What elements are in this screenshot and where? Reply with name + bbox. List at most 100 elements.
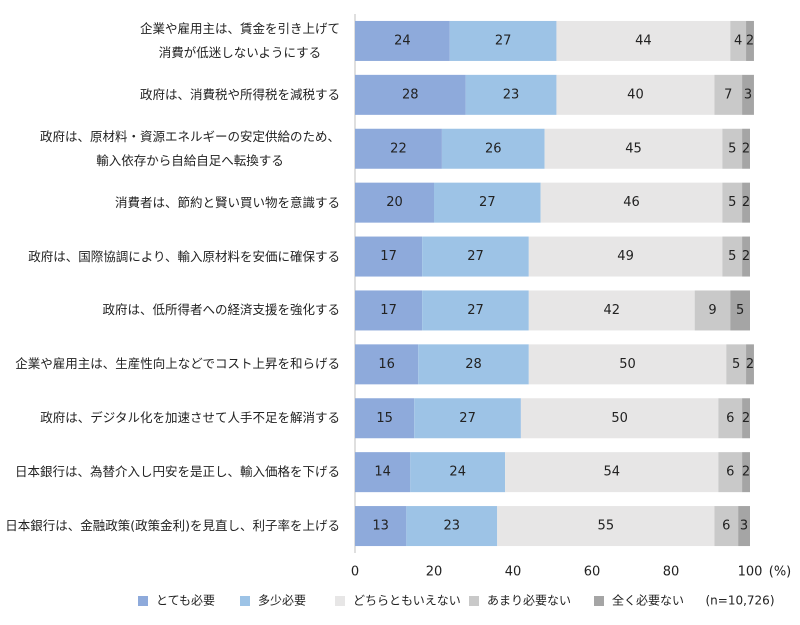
category-label: 日本銀行は、為替介入し円安を是正し、輸入価格を下げる	[14, 464, 340, 480]
category-label: 日本銀行は、金融政策(政策金利)を見直し、利子率を上げる	[5, 518, 340, 534]
bar-segment	[449, 20, 557, 61]
data-label: 15	[376, 411, 393, 426]
bar-segment	[434, 182, 541, 223]
bar-segment	[355, 128, 442, 169]
data-label: 2	[742, 141, 750, 156]
data-label: 9	[708, 303, 716, 318]
data-label: 20	[386, 195, 403, 210]
bar-segment	[718, 398, 743, 439]
x-tick-label: 20	[426, 565, 443, 580]
data-label: 17	[380, 303, 397, 318]
data-label: 27	[479, 195, 496, 210]
data-label: 23	[503, 87, 520, 102]
data-label: 46	[623, 195, 640, 210]
data-label: 5	[728, 249, 736, 264]
legend-label: どちらともいえない	[353, 594, 461, 608]
bar-segment	[556, 74, 715, 115]
bar-segment	[355, 344, 419, 385]
x-tick-label: 80	[663, 565, 680, 580]
legend-swatch	[138, 596, 148, 606]
data-label: 2	[746, 357, 754, 372]
category-label: 政府は、原材料・資源エネルギーの安定供給のため、 輸入依存から自給自足へ転換する	[39, 128, 340, 168]
data-label: 5	[732, 357, 740, 372]
bar-segment	[355, 182, 434, 223]
bar-segment	[540, 182, 723, 223]
data-label: 6	[722, 519, 730, 534]
data-label: 5	[728, 141, 736, 156]
data-label: 23	[444, 519, 461, 534]
legend-swatch	[335, 596, 345, 606]
legend-swatch	[469, 596, 479, 606]
bar-segment	[465, 74, 557, 115]
bar-segment	[726, 344, 747, 385]
bar-segment	[528, 290, 695, 331]
data-label: 7	[724, 87, 732, 102]
data-label: 22	[390, 141, 407, 156]
bar-segment	[355, 452, 411, 493]
bar-segment	[414, 398, 521, 439]
bar-segment	[738, 506, 750, 547]
bar-segment	[730, 20, 747, 61]
bar-segment	[742, 452, 750, 493]
legend-label: あまり必要ない	[487, 594, 571, 608]
bar-segment	[730, 290, 750, 331]
bar-segment	[722, 236, 743, 277]
data-label: 50	[611, 411, 628, 426]
category-label: 政府は、国際協調により、輸入原材料を安価に確保する	[28, 248, 340, 264]
legend-label: とても必要	[156, 594, 215, 608]
data-label: 14	[374, 465, 391, 480]
bar-segment	[746, 20, 754, 61]
data-label: 27	[459, 411, 476, 426]
bar-segment	[441, 128, 545, 169]
data-label: 55	[598, 519, 615, 534]
bar-segment	[422, 236, 529, 277]
data-label: 5	[736, 303, 744, 318]
data-label: 3	[744, 87, 752, 102]
bar-segment	[355, 20, 450, 61]
category-label: 消費者は、節約と賢い買い物を意識する	[114, 194, 340, 210]
category-label: 企業や雇用主は、生産性向上などでコスト上昇を和らげる	[15, 356, 340, 372]
data-label: 13	[372, 519, 389, 534]
data-label: 44	[635, 33, 652, 48]
data-label: 2	[746, 33, 754, 48]
data-label: 28	[402, 87, 419, 102]
data-label: 27	[467, 303, 484, 318]
data-label: 16	[378, 357, 395, 372]
category-label: 政府は、デジタル化を加速させて人手不足を解消する	[40, 410, 340, 426]
data-label: 45	[625, 141, 642, 156]
bar-segment	[544, 128, 723, 169]
bar-segment	[418, 344, 529, 385]
data-label: 2	[742, 249, 750, 264]
bar-segment	[722, 128, 743, 169]
data-label: 6	[726, 411, 734, 426]
category-label: 政府は、低所得者への経済支援を強化する	[102, 302, 340, 318]
bar-segment	[355, 74, 466, 115]
data-label: 5	[728, 195, 736, 210]
bar-segment	[742, 182, 750, 223]
data-label: 26	[485, 141, 502, 156]
data-label: 27	[495, 33, 512, 48]
category-label: 政府は、消費税や所得税を減税する	[139, 86, 340, 102]
data-label: 54	[603, 465, 620, 480]
bar-segment	[742, 128, 750, 169]
bar-segment	[406, 506, 498, 547]
category-label: 企業や雇用主は、賃金を引き上げて 消費が低迷しないようにする	[139, 20, 340, 60]
legend-label: 全く必要ない	[612, 593, 684, 608]
data-label: 3	[740, 519, 748, 534]
bar-segment	[410, 452, 506, 493]
legend-swatch	[240, 596, 250, 606]
x-tick-label: 100	[738, 565, 763, 580]
annotation: (n=10,726)	[705, 594, 774, 608]
bar-segment	[355, 506, 407, 547]
x-tick-label: 40	[505, 565, 522, 580]
data-label: 4	[734, 33, 742, 48]
data-label: 6	[726, 465, 734, 480]
x-axis-label: (%)	[769, 565, 792, 580]
bar-segment	[746, 344, 754, 385]
x-tick-label: 60	[584, 565, 601, 580]
bar-segment	[355, 398, 415, 439]
data-label: 24	[394, 33, 411, 48]
data-label: 2	[742, 411, 750, 426]
